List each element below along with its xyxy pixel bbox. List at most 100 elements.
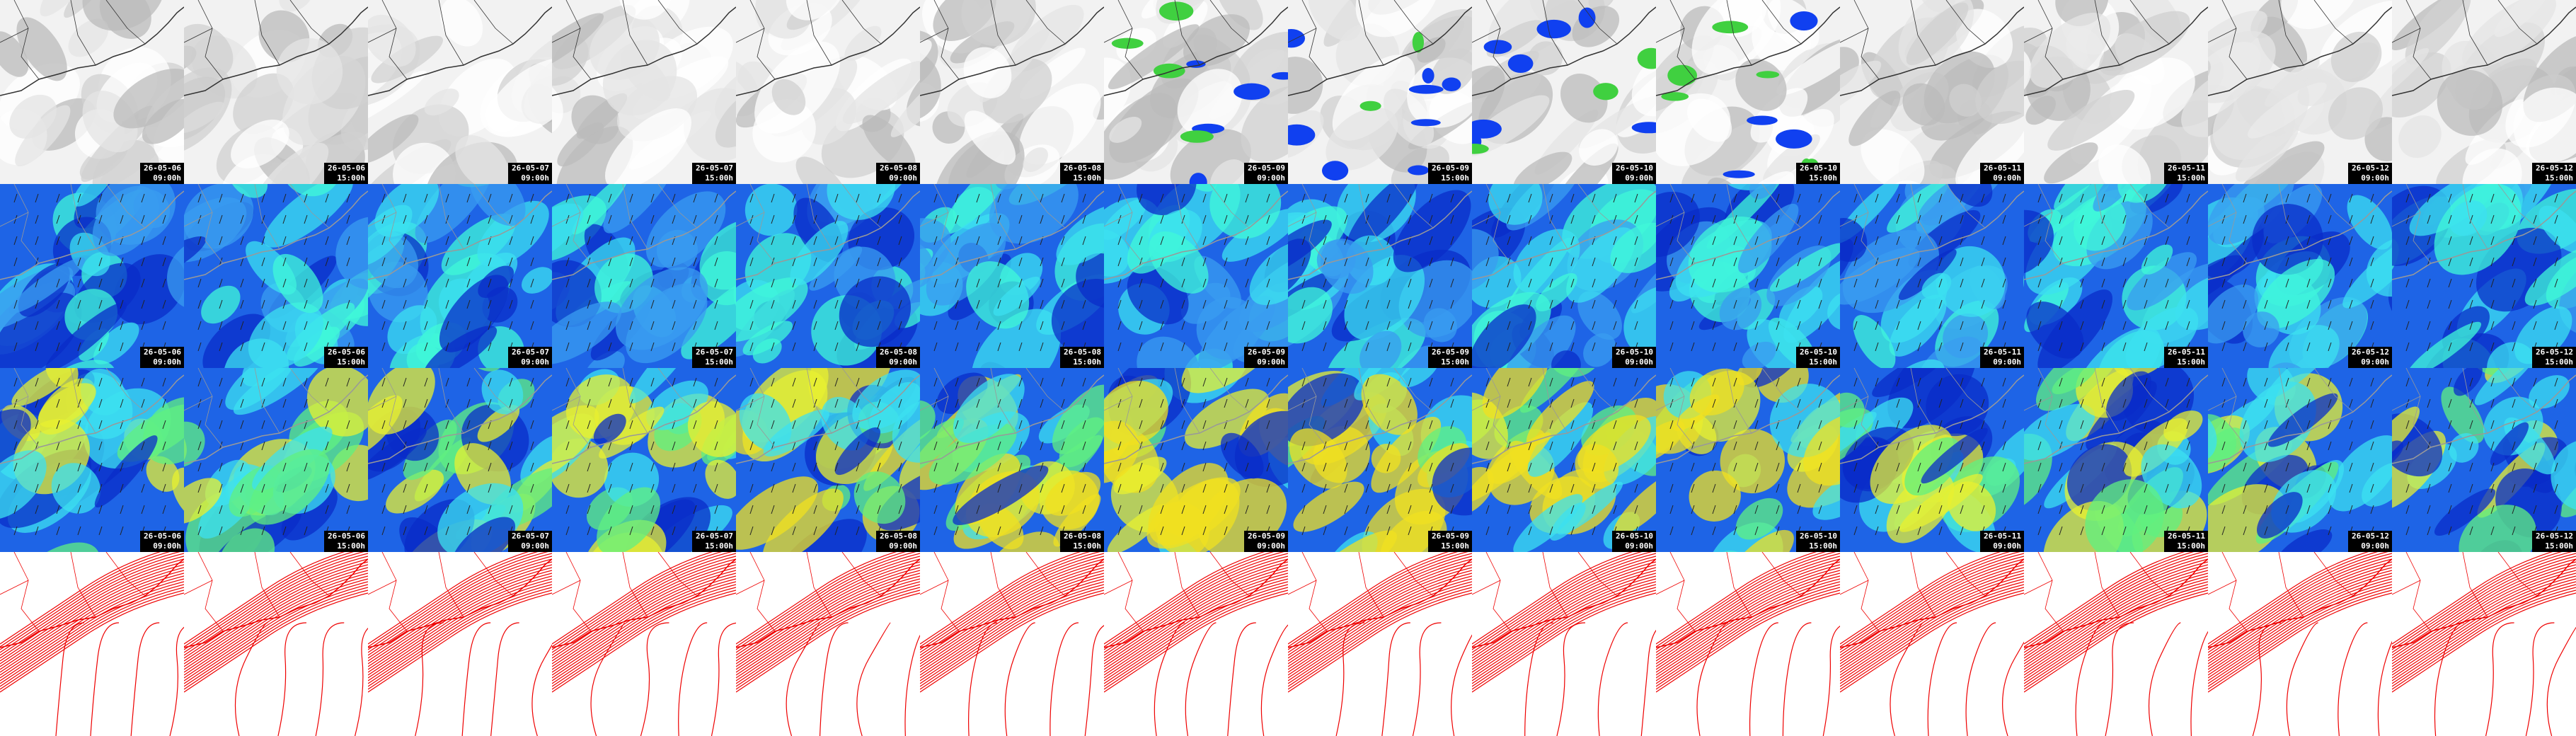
wind-arrow (1634, 236, 1638, 246)
wind-arrow (1386, 193, 1391, 203)
wind-arrow (2002, 193, 2006, 203)
wind-arrow (1301, 214, 1306, 224)
contour-line (1472, 564, 1656, 665)
field-blob (184, 184, 254, 249)
wind-arrow (509, 398, 513, 408)
wind-arrow (1139, 505, 1143, 514)
wind-arrow (1691, 483, 1695, 493)
field-blob (1614, 470, 1656, 536)
contour-line (552, 567, 736, 667)
wind-arrow (2122, 505, 2127, 514)
tile-background (1656, 552, 1840, 736)
wind-arrow (1160, 236, 1164, 246)
wind-arrow (1266, 398, 1270, 408)
contour-line (920, 592, 1104, 693)
state-border (1472, 184, 1618, 264)
wind-arrow (162, 505, 166, 514)
contour-line (2392, 592, 2576, 693)
contour-line (2377, 640, 2392, 736)
wind-arrow (813, 420, 817, 430)
wind-arrow (1938, 321, 1943, 330)
wind-arrow (2059, 526, 2063, 536)
wind-arrow (1853, 236, 1858, 246)
wind-arrow (240, 505, 244, 514)
wind-arrow (2469, 377, 2473, 387)
contour-line (490, 622, 519, 736)
wind-arrow (381, 526, 386, 536)
wind-arrow (1896, 193, 1900, 203)
time-label: 09:00h (889, 357, 917, 367)
wind-arrow (1202, 321, 1207, 330)
wind-arrow (1549, 214, 1553, 224)
wind-arrow (282, 278, 287, 288)
wind-arrow (13, 321, 18, 330)
contour-line (1185, 622, 1217, 736)
wind-arrow (1875, 193, 1879, 203)
wind-arrow (1450, 441, 1454, 451)
wind-arrow (1386, 299, 1391, 309)
wind-arrow (771, 299, 775, 309)
contour-line (2392, 552, 2553, 645)
wind-arrow (1853, 342, 1858, 352)
wind-arrow (587, 526, 591, 536)
field-blob (2281, 0, 2359, 30)
contour-line (415, 622, 444, 736)
wind-arrow (1344, 299, 1348, 309)
wind-arrow (2002, 462, 2006, 472)
wind-arrow (2122, 278, 2127, 288)
wind-arrow (1981, 278, 1985, 288)
wind-arrow (1712, 342, 1716, 352)
contour-line (184, 556, 368, 656)
wind-arrow (1981, 377, 1985, 387)
wind-arrow (509, 505, 513, 514)
tile-background (1840, 552, 2024, 736)
field-blob (1380, 510, 1447, 552)
wind-arrow (997, 420, 1001, 430)
contour-line (1288, 570, 1472, 670)
wind-arrow (424, 342, 428, 352)
wind-arrow (2186, 377, 2190, 387)
wind-arrow (587, 299, 591, 309)
wind-arrow (1040, 377, 1044, 387)
wind-arrow (1245, 462, 1249, 472)
wind-arrow (1301, 257, 1306, 267)
wind-arrow (1549, 278, 1553, 288)
wind-arrow (1202, 526, 1207, 536)
wind-arrow (1429, 505, 1433, 514)
contour-line (0, 558, 184, 659)
wind-arrow (2328, 483, 2332, 493)
wind-arrow (162, 236, 166, 246)
state-border (368, 184, 514, 264)
wind-arrow (714, 462, 718, 472)
contour-line (184, 558, 368, 659)
wind-arrow (2490, 236, 2495, 246)
wind-arrow (2037, 236, 2042, 246)
field-blob (1735, 368, 1763, 386)
contour-line (2392, 556, 2576, 656)
wind-arrow (98, 214, 103, 224)
wind-arrow (2221, 483, 2226, 493)
time-label: 15:00h (1809, 173, 1837, 183)
wind-arrow (856, 342, 860, 352)
wind-arrow (955, 377, 959, 387)
field-blob (1136, 184, 1197, 216)
contour-line (1288, 552, 1449, 645)
wind-arrow (997, 257, 1001, 267)
wind-arrow (714, 278, 718, 288)
wind-arrow (2037, 462, 2042, 472)
wind-arrow (997, 377, 1001, 387)
wind-arrow (424, 398, 428, 408)
field-blob (2449, 200, 2488, 236)
wind-arrow (587, 462, 591, 472)
wind-arrow (2370, 214, 2374, 224)
label-box (2348, 531, 2392, 552)
wind-arrow (197, 441, 202, 451)
contour-line (368, 552, 548, 650)
contour-line (1451, 634, 1472, 736)
wind-arrow (2165, 321, 2169, 330)
wind-arrow (1896, 526, 1900, 536)
wind-arrow (749, 214, 754, 224)
